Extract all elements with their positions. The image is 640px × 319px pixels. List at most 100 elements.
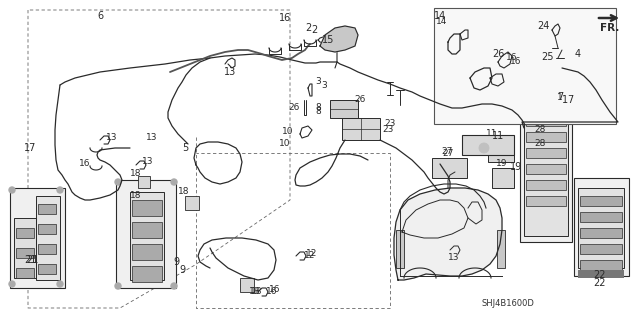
Text: 7: 7: [557, 92, 563, 102]
Text: 9: 9: [179, 265, 185, 275]
Circle shape: [57, 187, 63, 193]
Bar: [526, 196, 566, 206]
Text: 13: 13: [106, 133, 118, 143]
Text: 5: 5: [182, 143, 188, 153]
Text: SHJ4B1600D: SHJ4B1600D: [481, 299, 534, 308]
Bar: [578, 274, 624, 275]
Bar: [520, 102, 572, 242]
Text: 26: 26: [288, 103, 300, 113]
Text: 10: 10: [279, 139, 291, 149]
Text: 3: 3: [315, 78, 321, 86]
Bar: [330, 100, 358, 118]
Bar: [462, 135, 514, 155]
Text: 14: 14: [434, 11, 446, 21]
Text: 14: 14: [436, 18, 448, 26]
Bar: [580, 244, 622, 254]
Bar: [38, 244, 56, 254]
Text: 26: 26: [492, 49, 504, 59]
Bar: [432, 158, 467, 178]
Text: 11: 11: [492, 131, 504, 141]
Text: 23: 23: [382, 125, 394, 135]
Bar: [116, 180, 176, 288]
Text: 8: 8: [315, 103, 321, 113]
Text: 24: 24: [537, 21, 549, 31]
Bar: [580, 196, 622, 206]
Text: 16: 16: [510, 57, 522, 66]
Bar: [240, 278, 254, 292]
Bar: [580, 260, 622, 270]
Text: 8: 8: [315, 108, 321, 116]
Bar: [492, 168, 514, 188]
Bar: [580, 228, 622, 238]
Text: 12: 12: [307, 249, 317, 258]
Bar: [524, 108, 568, 236]
Bar: [16, 268, 34, 278]
Text: 27: 27: [442, 149, 454, 158]
Bar: [342, 118, 380, 140]
Text: 16: 16: [506, 53, 518, 62]
Text: 1: 1: [562, 95, 568, 105]
Text: 16: 16: [266, 287, 278, 296]
Bar: [578, 270, 624, 271]
Text: 12: 12: [304, 250, 316, 259]
Text: 19: 19: [510, 162, 522, 172]
Text: 11: 11: [486, 129, 498, 137]
Text: 27: 27: [442, 147, 452, 157]
Bar: [578, 277, 624, 278]
Bar: [578, 275, 624, 276]
Text: 1: 1: [557, 93, 563, 102]
Bar: [578, 273, 624, 274]
Text: 16: 16: [269, 286, 281, 294]
Text: 18: 18: [131, 190, 141, 199]
Text: 7: 7: [567, 95, 573, 105]
Bar: [526, 164, 566, 174]
Bar: [434, 8, 616, 124]
Circle shape: [9, 187, 15, 193]
Text: 22: 22: [594, 270, 606, 280]
Text: 18: 18: [179, 188, 189, 197]
Text: 13: 13: [142, 158, 154, 167]
Circle shape: [479, 143, 489, 153]
Text: 18: 18: [252, 287, 263, 296]
Bar: [132, 200, 162, 216]
Text: 13: 13: [448, 253, 460, 262]
Circle shape: [115, 179, 121, 185]
Text: 3: 3: [321, 80, 327, 90]
Bar: [574, 178, 629, 276]
Text: 21: 21: [24, 255, 36, 265]
Text: 2: 2: [305, 23, 311, 33]
Circle shape: [115, 283, 121, 289]
Text: 16: 16: [79, 160, 91, 168]
Text: 17: 17: [24, 143, 36, 153]
Text: FR.: FR.: [600, 23, 620, 33]
Bar: [396, 230, 404, 268]
Bar: [38, 204, 56, 214]
Polygon shape: [320, 26, 358, 52]
Bar: [132, 244, 162, 260]
Bar: [526, 148, 566, 158]
Text: 13: 13: [147, 133, 157, 143]
Text: 28: 28: [534, 139, 546, 149]
Text: 21: 21: [26, 255, 38, 265]
Bar: [578, 276, 624, 277]
Text: 9: 9: [173, 257, 179, 267]
Bar: [526, 132, 566, 142]
Bar: [130, 192, 164, 280]
Bar: [38, 224, 56, 234]
Bar: [38, 264, 56, 274]
Bar: [526, 108, 566, 116]
Bar: [580, 212, 622, 222]
Bar: [578, 188, 624, 268]
Bar: [138, 176, 150, 188]
Circle shape: [171, 179, 177, 185]
Text: 19: 19: [496, 159, 508, 167]
Text: 18: 18: [131, 169, 141, 179]
Text: 25: 25: [541, 52, 554, 62]
Bar: [16, 228, 34, 238]
Text: 18: 18: [249, 287, 260, 296]
Bar: [578, 272, 624, 273]
Bar: [526, 180, 566, 190]
Bar: [185, 196, 199, 210]
Bar: [526, 116, 566, 126]
Bar: [132, 222, 162, 238]
